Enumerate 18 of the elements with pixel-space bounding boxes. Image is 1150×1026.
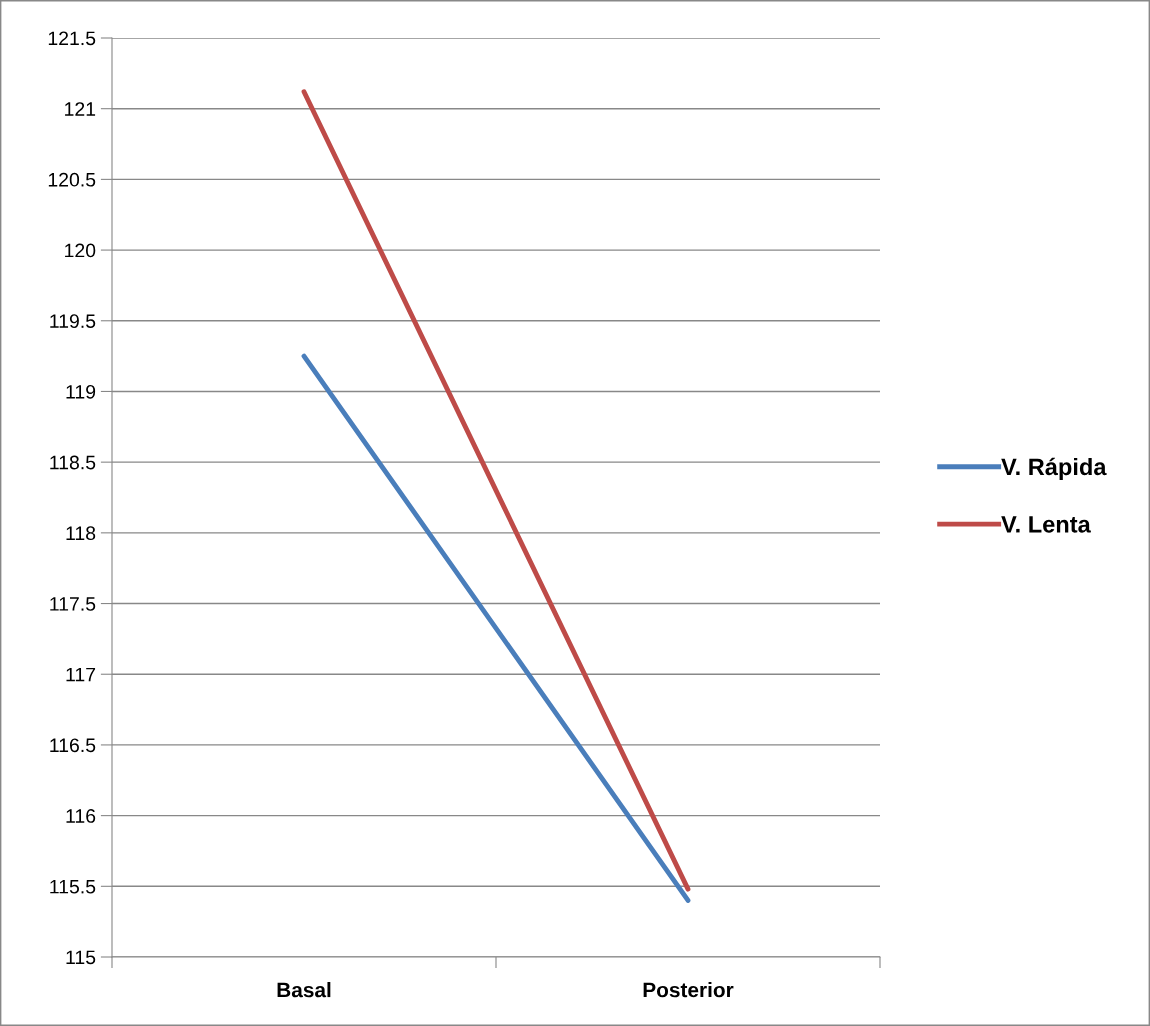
y-tick-label: 118.5 <box>50 455 96 470</box>
legend-label: V. Lenta <box>1001 516 1091 533</box>
y-tick-label: 121.5 <box>48 31 96 46</box>
y-tick-label: 119.5 <box>50 314 96 329</box>
y-tick-label: 117 <box>66 667 96 682</box>
y-tick-label: 115 <box>66 950 96 965</box>
y-tick-label: 121 <box>65 102 96 116</box>
x-tick-label: Posterior <box>643 982 734 998</box>
y-tick-label: 116 <box>66 809 96 823</box>
x-tick-label: Basal <box>277 982 331 998</box>
y-tick-label: 117.5 <box>50 597 96 611</box>
y-tick-label: 115.5 <box>50 879 96 894</box>
y-tick-label: 118 <box>66 526 96 541</box>
y-tick-label: 120 <box>65 243 96 258</box>
y-tick-label: 119 <box>66 384 96 399</box>
y-tick-label: 116.5 <box>50 738 96 753</box>
legend-label: V. Rápida <box>1001 457 1107 480</box>
y-tick-label: 120.5 <box>48 172 96 187</box>
